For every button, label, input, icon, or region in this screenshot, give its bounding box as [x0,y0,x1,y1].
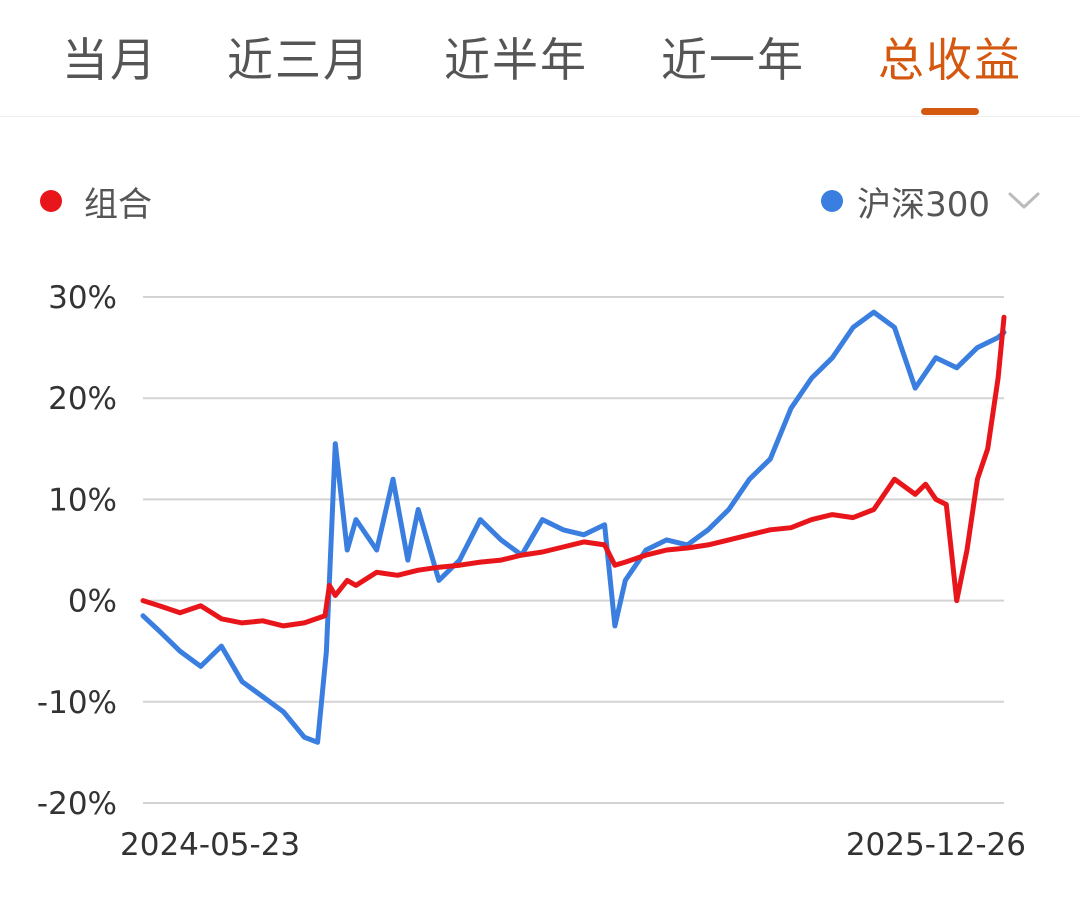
legend-portfolio: 组合 [40,178,152,225]
tab-current-month[interactable]: 当月 [62,33,158,87]
y-tick-label: -20% [37,786,117,822]
active-tab-indicator [921,108,979,115]
grid-layer [143,296,1004,804]
x-tick-label-start: 2024-05-23 [120,827,300,863]
series-line-benchmark [140,309,1007,745]
period-tab-bar: 当月 近三月 近半年 近一年 总收益 [0,0,1080,117]
y-tick-label: -10% [37,685,117,721]
portfolio-dot-icon [40,190,62,212]
y-tick-label: 0% [68,584,117,620]
tab-last-three-months[interactable]: 近三月 [227,33,371,87]
legend-benchmark-label: 沪深300 [857,184,990,225]
chevron-down-icon[interactable] [1008,192,1040,210]
y-tick-label: 20% [48,381,117,417]
x-axis-labels: 2024-05-23 2025-12-26 [120,827,1026,863]
series-line-portfolio [140,314,1007,629]
series-layer [140,309,1007,745]
x-tick-label-end: 2025-12-26 [846,827,1026,863]
legend-portfolio-label: 组合 [84,184,152,225]
tab-last-year[interactable]: 近一年 [661,33,805,87]
benchmark-selector[interactable]: 沪深300 [821,178,1040,225]
benchmark-dot-icon [821,190,844,212]
y-axis-labels: 30% 20% 10% 0% -10% -20% [37,280,117,822]
tab-total-return[interactable]: 总收益 [878,33,1022,87]
tab-last-half-year[interactable]: 近半年 [444,33,588,87]
y-tick-label: 30% [48,280,117,316]
return-chart: 30% 20% 10% 0% -10% -20% 2024-05-23 2025-12-26 [37,280,1026,863]
y-tick-label: 10% [48,482,117,518]
